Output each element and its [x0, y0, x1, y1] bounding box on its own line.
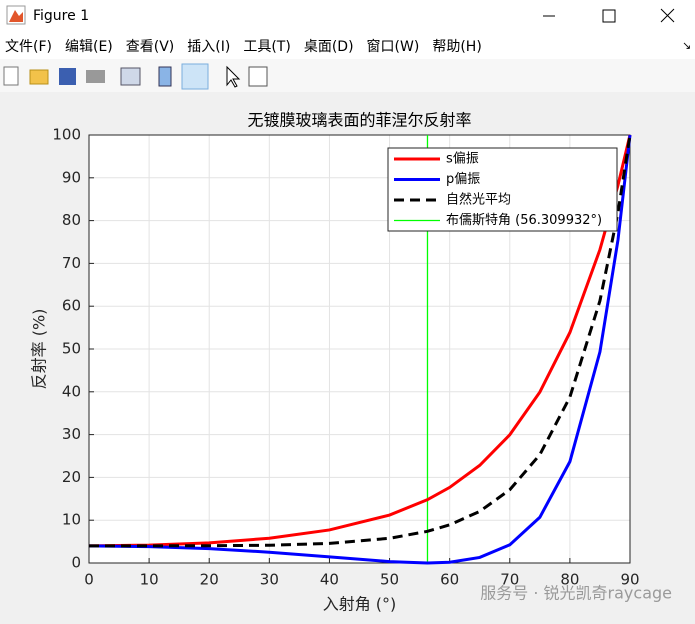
series-line [88, 134, 632, 548]
pointer-icon[interactable] [226, 65, 241, 88]
property-icon[interactable] [248, 66, 268, 87]
y-tick-label: 80 [62, 211, 81, 229]
x-tick-label: 40 [320, 571, 339, 589]
link-icon[interactable] [120, 67, 141, 86]
menu-item[interactable]: 查看(V) [126, 39, 175, 55]
title-bar [0, 0, 695, 33]
window-title: Figure 1 [33, 8, 89, 24]
legend-label: 自然光平均 [446, 192, 511, 208]
save-icon[interactable] [59, 68, 76, 85]
print-icon[interactable] [86, 70, 105, 83]
toolbar [0, 59, 695, 92]
legend-box [387, 147, 618, 232]
menu-bar [0, 33, 695, 59]
open-icon[interactable] [29, 69, 49, 85]
y-tick-label: 70 [62, 254, 81, 272]
close-button[interactable] [660, 8, 675, 23]
toolbar-icons [3, 63, 268, 90]
x-tick-label: 80 [560, 571, 579, 589]
legend-icon[interactable] [181, 63, 209, 90]
legend-label: 布儒斯特角 (56.309932°) [446, 213, 602, 228]
series-line [88, 134, 632, 565]
watermark: 服务号 · 锐光凯奇raycage [480, 584, 672, 603]
x-tick-label: 50 [380, 571, 399, 589]
menu-item[interactable]: 工具(T) [243, 39, 290, 55]
x-tick-label: 10 [140, 571, 159, 589]
legend-label: s偏振 [446, 152, 479, 167]
x-tick-label: 60 [440, 571, 459, 589]
new-icon[interactable] [3, 66, 19, 86]
menu-item[interactable]: 编辑(E) [65, 39, 113, 55]
y-tick-label: 50 [62, 340, 81, 358]
y-tick-label: 60 [62, 297, 81, 315]
y-tick-label: 100 [52, 126, 81, 144]
chart: 0 10 20 30 40 50 60 70 80 90 0 10 20 30 40 50 60 70 80 90 10… [30, 111, 673, 614]
y-tick-label: 20 [62, 468, 81, 486]
menu-item[interactable]: 窗口(W) [367, 38, 420, 55]
menu-item[interactable]: 桌面(D) [304, 39, 354, 55]
x-tick-label: 70 [500, 571, 519, 589]
series-line [88, 134, 632, 548]
menu-arrow[interactable]: ↘ [682, 39, 691, 52]
legend-label: p偏振 [446, 172, 480, 187]
x-axis-label: 入射角 (°) [323, 595, 397, 614]
y-tick-label: 90 [62, 168, 81, 186]
menu-item[interactable]: 文件(F) [5, 39, 52, 55]
y-tick-label: 0 [71, 554, 81, 572]
axes-frame [88, 134, 631, 564]
x-tick-label: 30 [260, 571, 279, 589]
app-icon [6, 5, 26, 25]
maximize-button[interactable] [602, 9, 616, 23]
menu: 文件(F) 编辑(E) 查看(V) 插入(I) 工具(T) 桌面(D) 窗口(W) 帮助(H) [5, 38, 482, 55]
menu-item[interactable]: 帮助(H) [432, 39, 481, 55]
x-tick-label: 90 [620, 571, 639, 589]
y-tick-label: 30 [62, 425, 81, 443]
x-tick-label: 0 [84, 571, 94, 589]
y-tick-label: 40 [62, 382, 81, 400]
x-tick-label: 20 [200, 571, 219, 589]
menu-item[interactable]: 插入(I) [187, 39, 230, 55]
colorbar-icon[interactable] [158, 66, 172, 87]
chart-title: 无镀膜玻璃表面的菲涅尔反射率 [247, 111, 471, 130]
y-tick-label: 10 [62, 511, 81, 529]
y-axis-label: 反射率 (%) [30, 309, 49, 390]
